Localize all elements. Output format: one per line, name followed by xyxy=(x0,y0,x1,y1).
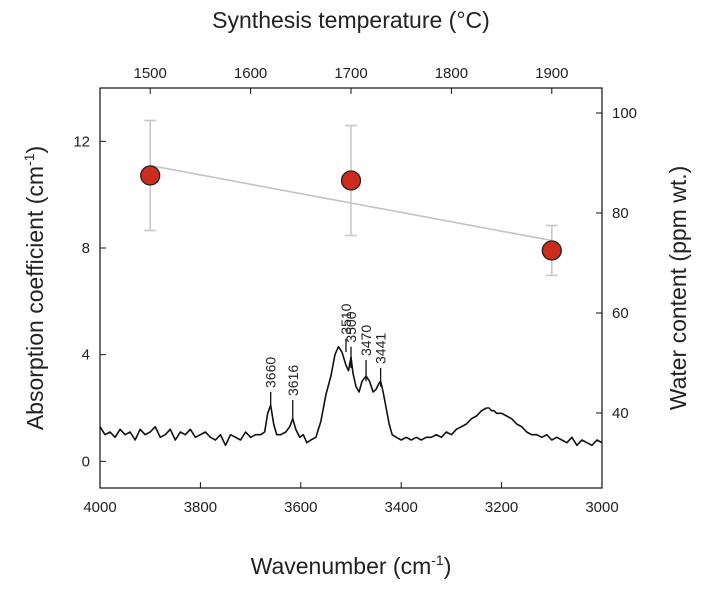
bottom-tick-label: 3200 xyxy=(485,499,518,516)
water-content-point xyxy=(541,240,562,261)
top-axis-title: Synthesis temperature (°C) xyxy=(212,7,490,33)
right-tick-label: 80 xyxy=(612,205,629,222)
top-tick-label: 1800 xyxy=(435,65,468,82)
left-tick-label: 8 xyxy=(82,240,90,257)
bottom-axis-title: Wavenumber (cm-1) xyxy=(251,552,452,579)
spectrum-line xyxy=(99,345,603,447)
left-tick-label: 12 xyxy=(73,133,90,150)
top-tick-label: 1900 xyxy=(535,65,568,82)
right-axis-title: Water content (ppm wt.) xyxy=(665,166,691,411)
peak-label: 3616 xyxy=(285,365,301,396)
right-tick-label: 40 xyxy=(612,405,629,422)
peak-label: 3441 xyxy=(373,333,389,364)
top-tick-label: 1500 xyxy=(134,65,167,82)
peak-label: 3510 xyxy=(338,303,354,334)
top-tick-label: 1600 xyxy=(234,65,267,82)
axis-ticks: 4000 3800 3600 3400 3200 3000 1500 1600 1700 1800… xyxy=(73,65,637,516)
bottom-tick-label: 3000 xyxy=(585,499,618,516)
right-tick-label: 60 xyxy=(612,305,629,322)
bottom-tick-label: 3400 xyxy=(385,499,418,516)
left-axis-title: Absorption coefficient (cm-1) xyxy=(21,146,48,430)
series-layer xyxy=(99,119,603,447)
peak-label: 3470 xyxy=(358,325,374,356)
water-content-point xyxy=(340,170,362,191)
water-content-point xyxy=(140,165,161,186)
left-tick-label: 0 xyxy=(82,453,90,470)
right-tick-label: 100 xyxy=(612,105,637,122)
left-tick-label: 4 xyxy=(82,347,90,364)
bottom-tick-label: 4000 xyxy=(83,499,116,516)
top-tick-label: 1700 xyxy=(334,65,367,82)
peak-label: 3500 xyxy=(343,311,359,342)
bottom-tick-label: 3800 xyxy=(184,499,217,516)
bottom-tick-label: 3600 xyxy=(284,499,317,516)
peak-label: 3660 xyxy=(263,357,279,388)
